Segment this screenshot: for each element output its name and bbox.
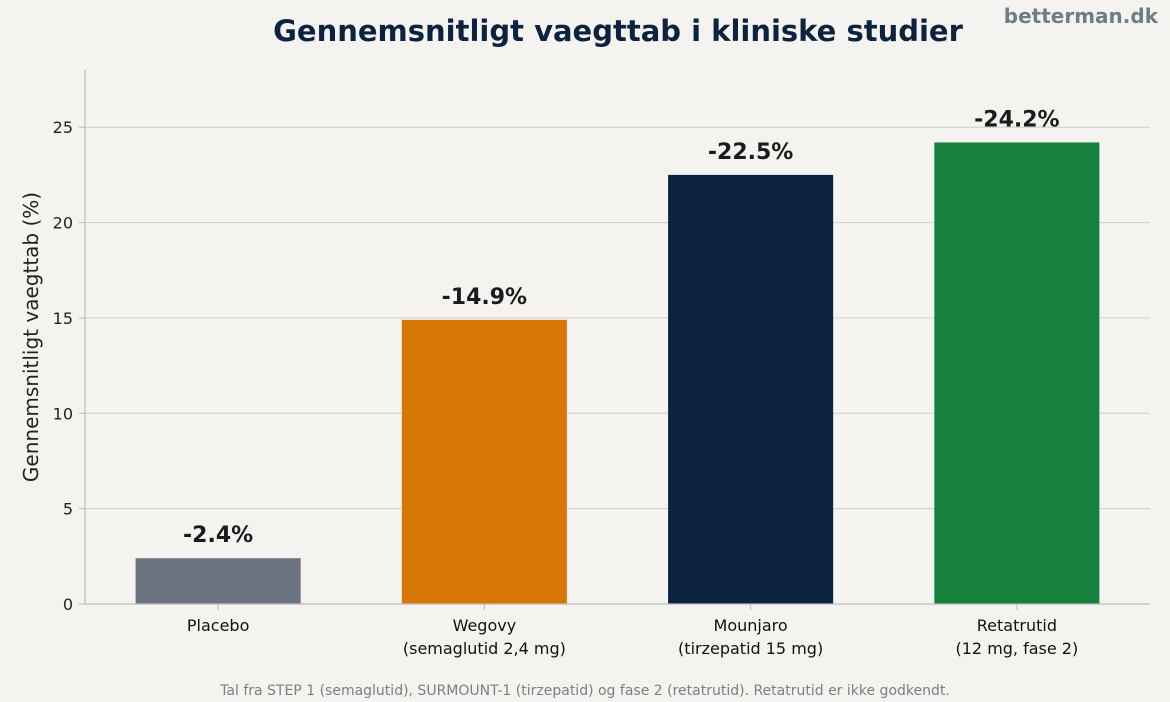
data-label: -2.4%	[183, 523, 253, 548]
x-tick-label: Mounjaro	[714, 616, 788, 635]
bar	[135, 558, 301, 604]
data-label: -22.5%	[708, 140, 793, 165]
bar	[934, 142, 1100, 604]
site-watermark: betterman.dk	[1003, 4, 1158, 28]
bars	[135, 142, 1100, 604]
bar	[401, 319, 567, 604]
x-tick-label: (semaglutid 2,4 mg)	[403, 639, 566, 658]
data-label: -14.9%	[442, 285, 527, 310]
y-tick-label: 10	[53, 404, 73, 423]
y-tick-label: 5	[63, 500, 73, 519]
y-tick-label: 0	[63, 595, 73, 614]
x-tick-label: (tirzepatid 15 mg)	[678, 639, 823, 658]
footnote: Tal fra STEP 1 (semaglutid), SURMOUNT-1 …	[219, 683, 950, 699]
x-tick-label: Wegovy	[453, 616, 517, 635]
labels: 0 5 10 15 20 25 -2.4% Placebo -14.9% Wegovy (semag…	[53, 107, 1079, 658]
data-label: -24.2%	[974, 107, 1059, 132]
y-axis-label: Gennemsnitligt vaegttab (%)	[19, 192, 43, 482]
y-tick-label: 20	[53, 214, 73, 233]
x-tick-label: (12 mg, fase 2)	[956, 639, 1079, 658]
x-tick-label: Retatrutid	[977, 616, 1057, 635]
bar	[668, 174, 834, 604]
chart-title: Gennemsnitligt vaegttab i kliniske studi…	[273, 14, 963, 48]
y-tick-label: 15	[53, 309, 73, 328]
axes	[79, 70, 1150, 610]
y-tick-label: 25	[53, 118, 73, 137]
x-tick-label: Placebo	[187, 616, 249, 635]
